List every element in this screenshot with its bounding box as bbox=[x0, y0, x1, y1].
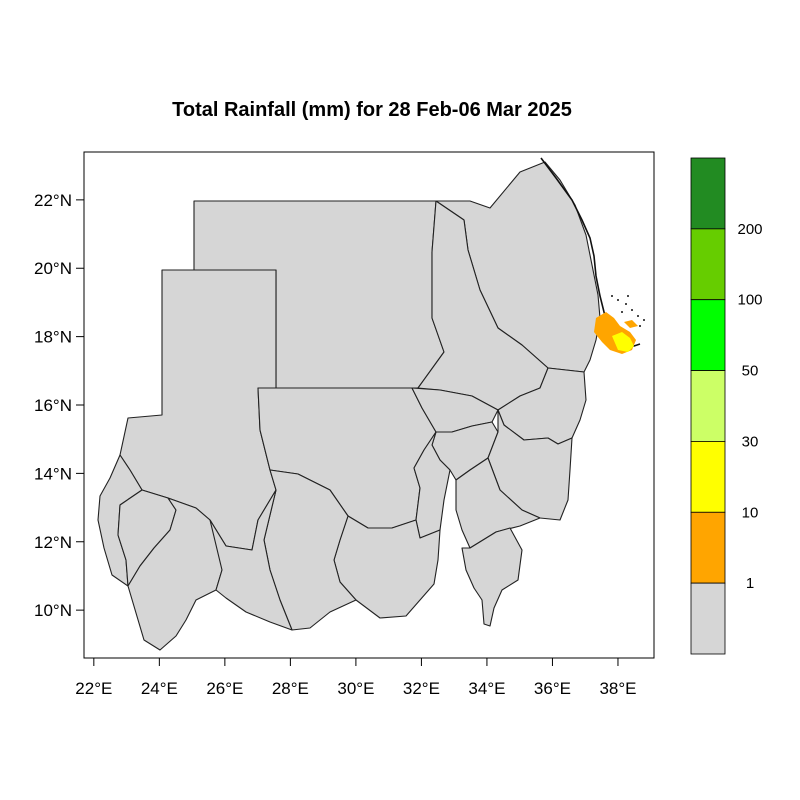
y-tick-label: 16°N bbox=[34, 396, 72, 415]
colorbar-bin bbox=[690, 299, 726, 371]
map-panel bbox=[83, 151, 655, 659]
y-tick-label: 22°N bbox=[34, 191, 72, 210]
colorbar-label: 1 bbox=[746, 575, 754, 592]
x-tick-label: 28°E bbox=[272, 679, 309, 698]
state-sennar bbox=[455, 457, 541, 549]
state-regions bbox=[97, 161, 601, 651]
rain-area-orange-small bbox=[624, 320, 638, 328]
map-title: Total Rainfall (mm) for 28 Feb-06 Mar 20… bbox=[172, 99, 572, 121]
x-tick-label: 26°E bbox=[206, 679, 243, 698]
y-tick-label: 14°N bbox=[34, 464, 72, 483]
x-axis: 22°E 24°E 26°E 28°E 30°E 32°E 34°E 36°E 38°E bbox=[75, 658, 636, 698]
colorbar-bin bbox=[690, 511, 726, 584]
colorbar-bin bbox=[690, 228, 726, 301]
coastal-islands bbox=[611, 295, 645, 327]
colorbar-label: 200 bbox=[737, 221, 762, 238]
x-tick-label: 34°E bbox=[468, 679, 505, 698]
rain-area-yellow bbox=[612, 332, 634, 352]
x-tick-label: 30°E bbox=[337, 679, 374, 698]
colorbar-bin bbox=[690, 441, 726, 513]
rainfall-areas bbox=[594, 312, 638, 354]
y-axis: 22°N 20°N 18°N 16°N 14°N 12°N 10°N bbox=[34, 191, 84, 620]
colorbar: 200 100 50 30 10 1 bbox=[690, 157, 763, 655]
colorbar-bin bbox=[690, 582, 726, 655]
x-tick-label: 38°E bbox=[599, 679, 636, 698]
x-tick-label: 22°E bbox=[75, 679, 112, 698]
colorbar-label: 10 bbox=[742, 504, 759, 521]
x-tick-label: 36°E bbox=[534, 679, 571, 698]
x-tick-label: 24°E bbox=[141, 679, 178, 698]
colorbar-label: 30 bbox=[742, 433, 759, 450]
x-tick-label: 32°E bbox=[403, 679, 440, 698]
colorbar-label: 50 bbox=[742, 363, 759, 380]
y-tick-label: 18°N bbox=[34, 328, 72, 347]
colorbar-bin bbox=[690, 370, 726, 442]
colorbar-label: 100 bbox=[737, 292, 762, 309]
y-tick-label: 10°N bbox=[34, 601, 72, 620]
state-blue-nile bbox=[461, 527, 523, 627]
colorbar-bin bbox=[690, 157, 726, 230]
y-tick-label: 12°N bbox=[34, 533, 72, 552]
y-tick-label: 20°N bbox=[34, 259, 72, 278]
state-east-darfur bbox=[209, 489, 293, 631]
